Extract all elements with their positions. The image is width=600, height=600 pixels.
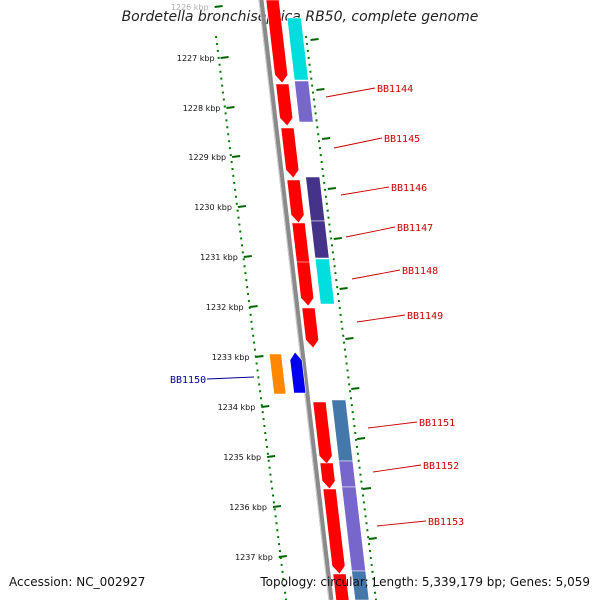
kbp-tick-right [339, 287, 348, 290]
kbp-tick-left [261, 405, 270, 408]
kbp-tick-right [316, 88, 325, 91]
cds-arrow-blue-reverse[interactable] [289, 351, 307, 394]
kbp-label: 1226 kbp [171, 3, 209, 12]
kbp-label: 1230 kbp [194, 203, 232, 212]
kbp-tick-right [362, 487, 372, 490]
feature-box-dark-purple[interactable] [310, 220, 330, 259]
gene-label[interactable]: BB1151 [419, 418, 455, 429]
kbp-tick-left [214, 5, 223, 8]
gene-leader-line [351, 269, 401, 280]
feature-box-orange[interactable] [268, 353, 287, 395]
gene-leader-line [372, 464, 422, 473]
gene-label[interactable]: BB1144 [377, 84, 413, 95]
gene-leader-line [325, 87, 376, 98]
kbp-tick-left [237, 205, 247, 208]
gene-leader-line [333, 137, 383, 149]
cds-arrow-red[interactable] [296, 261, 315, 307]
gene-leader-line [367, 421, 418, 429]
kbp-tick-right [368, 537, 377, 540]
kbp-tick-right [356, 437, 366, 440]
cds-arrow-red[interactable] [332, 573, 350, 600]
kbp-label: 1237 kbp [235, 553, 273, 562]
kbp-tick-left [220, 56, 229, 59]
feature-box-cyan[interactable] [286, 17, 309, 81]
genome-backbone [258, 0, 334, 600]
gene-label[interactable]: BB1148 [402, 266, 438, 277]
gene-label[interactable]: BB1147 [397, 223, 433, 234]
kbp-tick-right [310, 38, 319, 41]
kbp-tick-left [266, 455, 276, 458]
kbp-label: 1229 kbp [188, 153, 226, 162]
kbp-tick-right [351, 387, 360, 390]
kbp-tick-right [333, 237, 342, 240]
kbp-label: 1234 kbp [218, 403, 256, 412]
gene-leader-line [376, 520, 427, 527]
gene-leader-line [356, 314, 406, 323]
cds-arrow-red[interactable] [275, 83, 294, 127]
kbp-label: 1228 kbp [183, 104, 221, 113]
kbp-tick-right [327, 187, 337, 190]
kbp-tick-left [255, 355, 264, 358]
kbp-label: 1235 kbp [223, 453, 261, 462]
cds-arrow-red[interactable] [265, 0, 289, 84]
feature-box-steel-blue[interactable] [351, 570, 370, 600]
feature-box-purple[interactable] [338, 460, 357, 488]
cds-arrow-red[interactable] [322, 488, 346, 575]
kbp-tick-left [231, 155, 241, 158]
feature-box-cyan[interactable] [314, 258, 335, 305]
gene-label[interactable]: BB1145 [384, 134, 420, 145]
kbp-tick-left [249, 305, 258, 308]
cds-arrow-red[interactable] [286, 179, 305, 224]
cds-arrow-red[interactable] [312, 401, 333, 465]
gene-label[interactable]: BB1149 [407, 311, 443, 322]
gene-leader-line [340, 186, 390, 196]
kbp-label: 1233 kbp [212, 353, 250, 362]
kbp-tick-left [243, 255, 252, 258]
gene-label[interactable]: BB1153 [428, 517, 464, 528]
accession-text: Accession: NC_002927 [9, 575, 146, 589]
gene-label[interactable]: BB1150 [170, 375, 206, 386]
cds-arrow-red[interactable] [301, 307, 319, 349]
kbp-tick-left [272, 505, 282, 508]
kbp-label: 1232 kbp [206, 303, 244, 312]
cds-arrow-red[interactable] [319, 462, 336, 490]
map-title: Bordetella bronchiseptica RB50, complete… [121, 9, 479, 25]
gene-leader-line [206, 376, 255, 380]
gene-label[interactable]: BB1146 [391, 183, 427, 194]
gene-label[interactable]: BB1152 [423, 461, 459, 472]
gene-leader-line [345, 226, 396, 238]
kbp-tick-left [278, 555, 287, 558]
kbp-label: 1236 kbp [229, 503, 267, 512]
kbp-label: 1231 kbp [200, 253, 238, 262]
kbp-tick-left [226, 106, 235, 109]
feature-box-purple[interactable] [294, 80, 314, 123]
kbp-label: 1227 kbp [177, 54, 215, 63]
kbp-tick-right [321, 137, 331, 140]
kbp-tick-right [345, 337, 354, 340]
topology-text: Topology: circular; Length: 5,339,179 bp… [260, 575, 590, 589]
cds-arrow-red[interactable] [280, 127, 300, 179]
